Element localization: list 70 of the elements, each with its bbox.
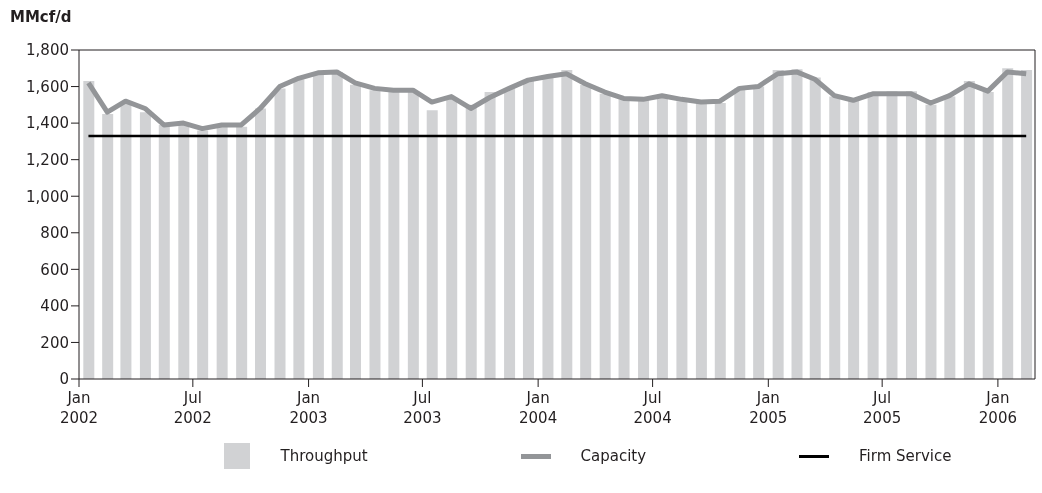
bar [676, 101, 688, 379]
bar [255, 108, 267, 379]
bar [426, 110, 438, 379]
bar [120, 103, 132, 379]
bar [83, 81, 95, 379]
bar [638, 99, 650, 379]
bar [809, 77, 821, 379]
y-tick-label: 0 [59, 370, 69, 389]
bar [388, 92, 400, 379]
bar [407, 92, 419, 379]
y-tick-label: 1,600 [26, 77, 69, 96]
y-tick-label: 1,000 [26, 187, 69, 206]
x-tick-label: Jul 2004 [633, 389, 672, 427]
bar [867, 92, 879, 379]
x-tick-label: Jan 2005 [749, 389, 788, 427]
x-tick-label: Jul 2005 [863, 389, 902, 427]
bar [599, 93, 611, 379]
x-tick-label: Jan 2003 [289, 389, 328, 427]
bar [618, 99, 630, 379]
bar [158, 124, 170, 379]
bar [753, 86, 765, 379]
x-tick-label: Jan 2004 [519, 389, 558, 427]
bar [772, 70, 784, 379]
y-axis-title: MMcf/d [9, 8, 73, 28]
y-tick-label: 200 [40, 333, 69, 352]
bar [331, 71, 343, 379]
y-tick-label: 1,200 [26, 150, 69, 169]
bar [236, 126, 248, 379]
bar [1002, 68, 1014, 379]
bar [484, 92, 496, 379]
x-tick-label: Jul 2002 [173, 389, 212, 427]
bar [139, 112, 151, 379]
x-tick-label: Jan 2002 [59, 389, 99, 427]
bar [963, 81, 975, 379]
bar [178, 124, 190, 379]
bar [848, 100, 860, 379]
x-tick-label: Jul 2003 [403, 389, 442, 427]
legend-label: Capacity [580, 447, 647, 465]
bar [656, 96, 668, 379]
bar [695, 103, 707, 379]
bar [734, 88, 746, 379]
bar [791, 69, 803, 379]
bar [504, 88, 516, 379]
bar [522, 81, 534, 379]
y-tick-label: 400 [40, 297, 69, 316]
bar [293, 79, 305, 379]
y-tick-label: 600 [40, 260, 69, 279]
bar [561, 70, 573, 379]
bar [102, 113, 114, 379]
bar [349, 84, 361, 379]
bar [1021, 70, 1033, 379]
bar [542, 77, 554, 379]
y-tick-label: 1,800 [26, 41, 69, 60]
bar [580, 84, 592, 379]
bar [925, 104, 937, 379]
bar [446, 97, 458, 379]
bar [274, 88, 286, 379]
y-tick-label: 1,400 [26, 114, 69, 133]
bar [905, 91, 917, 379]
legend-label: Firm Service [859, 447, 952, 465]
bar [982, 92, 994, 379]
x-tick-label: Jan 2006 [978, 389, 1017, 427]
bar [829, 96, 841, 379]
bar [944, 96, 956, 379]
bar [197, 130, 209, 379]
bar [369, 90, 381, 379]
legend-label: Throughput [280, 447, 368, 465]
bar [216, 126, 228, 379]
y-tick-label: 800 [40, 224, 69, 243]
bar [714, 103, 726, 379]
